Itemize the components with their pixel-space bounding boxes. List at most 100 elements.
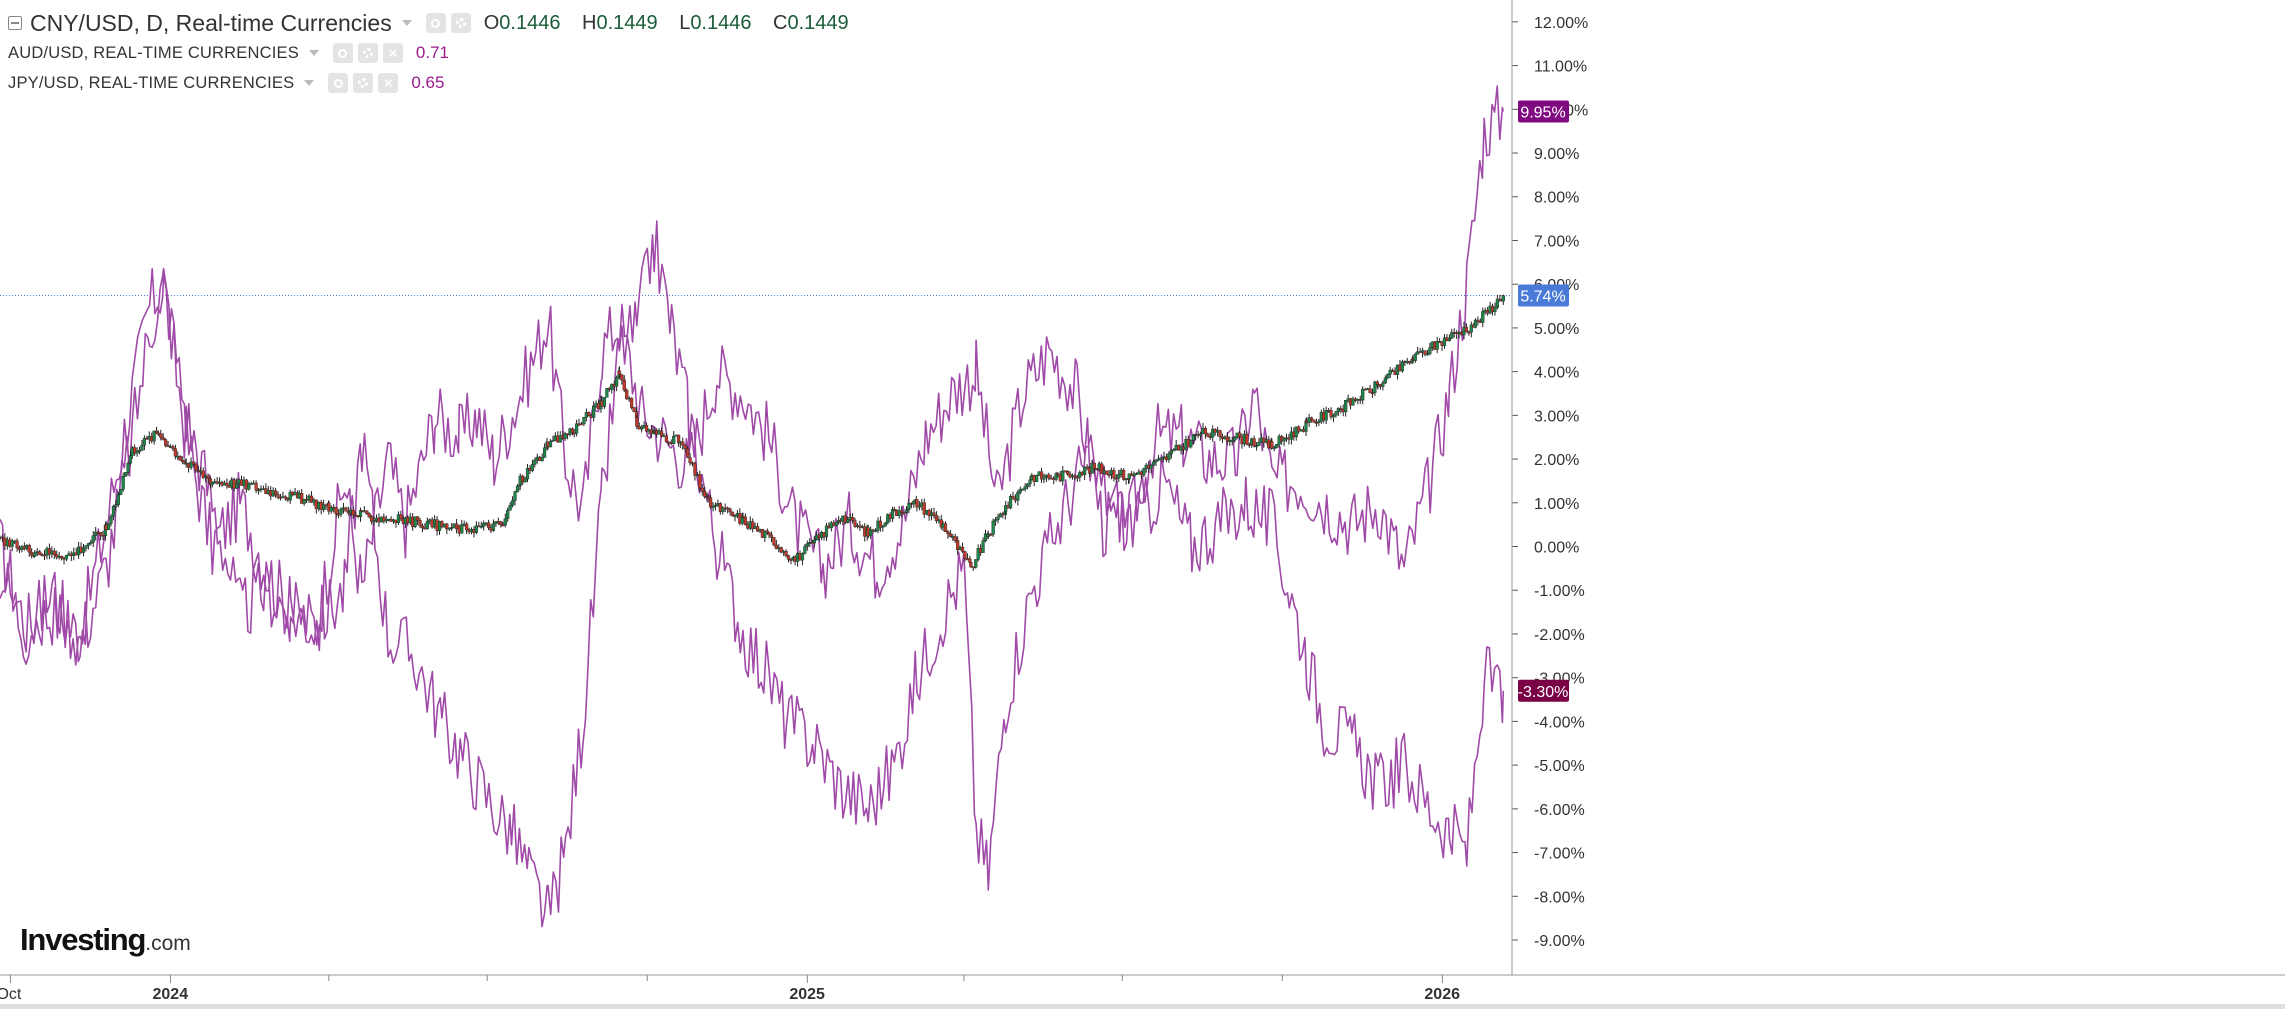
candle — [111, 504, 116, 521]
candle — [812, 536, 816, 548]
candle — [1495, 294, 1499, 310]
candle — [1339, 405, 1343, 414]
candle — [846, 516, 850, 524]
candle — [878, 516, 883, 532]
candle — [1450, 328, 1454, 340]
candle — [1028, 476, 1032, 488]
candle — [843, 511, 847, 525]
candle — [1008, 494, 1013, 510]
candle — [1391, 368, 1395, 373]
collapse-icon[interactable] — [8, 16, 22, 30]
candle — [1149, 463, 1153, 474]
candle — [1198, 431, 1203, 441]
candle — [1206, 432, 1210, 438]
candle — [1066, 469, 1070, 476]
eye-icon[interactable] — [328, 73, 349, 93]
y-tick-label: 9.00% — [1534, 146, 1579, 163]
candle — [1476, 316, 1480, 326]
candle — [800, 552, 805, 566]
candle — [367, 512, 371, 519]
caret-down-icon[interactable] — [308, 50, 319, 56]
candle — [1247, 442, 1251, 448]
candle — [10, 538, 14, 552]
close-icon[interactable]: × — [382, 43, 403, 63]
candle — [135, 447, 139, 457]
candle — [329, 505, 333, 514]
candle — [551, 435, 555, 442]
candle — [225, 478, 229, 489]
candle — [664, 432, 668, 444]
candle — [399, 510, 403, 522]
candle — [672, 431, 676, 445]
candle — [932, 507, 936, 519]
y-tick-label: -4.00% — [1534, 714, 1585, 731]
eye-icon[interactable] — [332, 43, 353, 63]
candle — [425, 517, 429, 530]
candle — [907, 499, 911, 514]
candle — [622, 375, 626, 393]
candle — [703, 486, 707, 499]
gear-icon[interactable] — [450, 13, 471, 33]
candle — [351, 506, 355, 519]
candle — [1257, 437, 1261, 446]
candle — [181, 456, 185, 465]
candle — [1413, 352, 1417, 363]
candle — [1112, 467, 1116, 482]
candle — [769, 531, 774, 543]
y-tick-label: 11.00% — [1534, 59, 1587, 76]
candle — [1425, 349, 1430, 356]
candle — [159, 429, 163, 441]
caret-down-icon[interactable] — [304, 80, 315, 86]
candle — [640, 424, 644, 433]
candle — [602, 397, 607, 409]
candle — [667, 441, 671, 447]
gear-icon[interactable] — [357, 43, 378, 63]
gear-icon[interactable] — [353, 73, 374, 93]
candle — [81, 543, 86, 557]
candle — [1329, 407, 1333, 420]
candle — [1252, 435, 1256, 448]
candle — [164, 438, 168, 448]
bottom-scroll-strip[interactable] — [0, 1004, 2285, 1009]
candle — [989, 533, 993, 536]
candle — [733, 514, 737, 522]
y-tick-label: -6.00% — [1534, 802, 1585, 819]
candle — [474, 521, 478, 535]
x-tick-label: Oct — [0, 986, 22, 1003]
candle — [1312, 419, 1316, 424]
candle — [486, 519, 491, 531]
candle — [201, 467, 205, 480]
candle — [106, 523, 111, 531]
legend-aud-value: 0.71 — [415, 43, 450, 62]
candle — [52, 548, 56, 559]
eye-icon[interactable] — [425, 13, 446, 33]
candle — [445, 522, 449, 535]
close-icon[interactable]: × — [378, 73, 399, 93]
logo-brand: Investing — [20, 922, 146, 957]
last-value-badge: 5.74% — [1518, 284, 1569, 307]
close-label: C — [773, 11, 788, 34]
candle — [1464, 323, 1469, 333]
candle — [850, 513, 855, 524]
y-tick-label: 3.00% — [1534, 408, 1579, 425]
candle — [336, 509, 341, 519]
candle — [460, 519, 464, 534]
x-tick-label: 2026 — [1424, 986, 1460, 1003]
investing-logo: Investing.com — [20, 922, 191, 958]
caret-down-icon[interactable] — [401, 20, 412, 26]
candle — [254, 480, 258, 494]
candle — [1083, 466, 1087, 480]
candle — [1018, 486, 1022, 495]
close-value: 0.1449 — [787, 11, 849, 34]
candle — [991, 518, 995, 537]
y-tick-label: -9.00% — [1534, 933, 1585, 950]
overlay-series — [0, 85, 1505, 928]
x-tick-label: 2025 — [789, 986, 825, 1003]
candle — [98, 531, 103, 541]
last-value-badge-label: -3.30% — [1518, 684, 1569, 701]
y-tick-label: 8.00% — [1534, 190, 1579, 207]
candle — [1172, 448, 1176, 452]
candle — [194, 462, 198, 473]
